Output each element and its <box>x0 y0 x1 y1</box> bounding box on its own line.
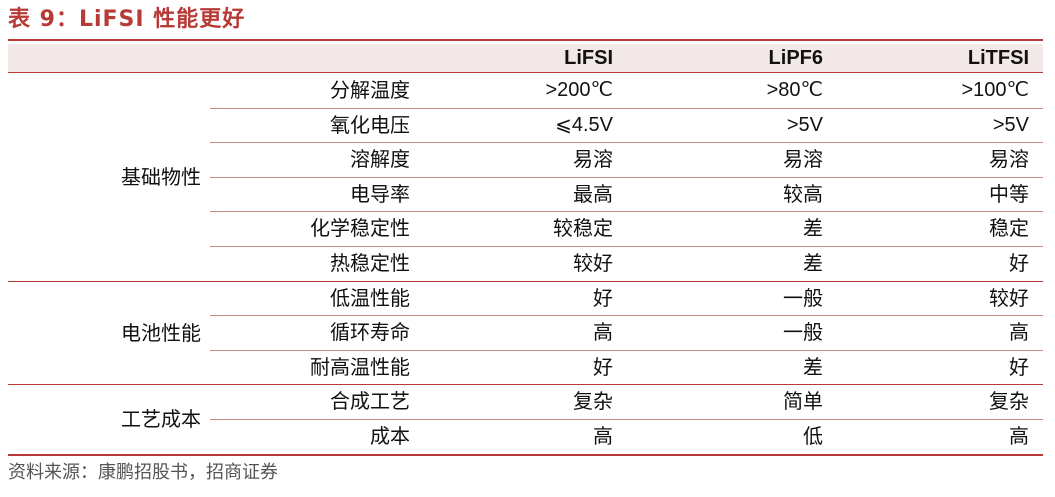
group-label: 工艺成本 <box>121 407 201 431</box>
table-cell: 差 <box>803 251 823 275</box>
header-band <box>8 44 1043 72</box>
row-divider <box>210 246 1043 247</box>
row-label: 耐高温性能 <box>310 354 410 379</box>
table-cell: 易溶 <box>989 147 1029 172</box>
table-cell: 较高 <box>783 181 823 206</box>
table-cell: 一般 <box>783 320 823 345</box>
table-cell: ⩽4.5V <box>555 113 613 136</box>
table-cell: 易溶 <box>783 147 823 172</box>
group-divider <box>8 280 1043 282</box>
table-cell: 较稳定 <box>553 216 613 241</box>
table-cell: 简单 <box>783 389 823 414</box>
table-cell: 高 <box>1009 320 1029 345</box>
table-cell: 较好 <box>573 251 613 275</box>
row-divider <box>210 419 1043 420</box>
row-divider <box>210 211 1043 213</box>
table-cell: >200℃ <box>545 79 613 101</box>
group-divider <box>8 384 1043 386</box>
table-cell: 稳定 <box>989 216 1029 241</box>
table-cell: 一般 <box>783 285 823 310</box>
table-cell: >80℃ <box>766 79 823 101</box>
row-label: 循环寿命 <box>330 320 410 345</box>
row-label: 合成工艺 <box>330 389 410 414</box>
table-cell: 较好 <box>989 285 1029 310</box>
table-cell: 中等 <box>989 181 1029 206</box>
row-label: 低温性能 <box>330 285 410 310</box>
table-cell: 差 <box>803 354 823 379</box>
title-rule <box>8 39 1043 41</box>
group-label: 基础物性 <box>121 164 201 189</box>
row-label: 热稳定性 <box>330 251 410 275</box>
table-cell: 高 <box>593 320 613 345</box>
table-cell: 易溶 <box>573 147 613 172</box>
table-title: 表 9：LiFSI 性能更好 <box>8 7 246 32</box>
table-cell: 差 <box>803 216 823 241</box>
table-cell: 好 <box>1009 354 1029 379</box>
table-cell: 好 <box>593 354 613 379</box>
col-header-litfsi: LiTFSI <box>967 47 1029 69</box>
row-divider <box>210 142 1043 144</box>
row-label: 氧化电压 <box>330 112 410 137</box>
header-rule <box>8 72 1043 73</box>
source-note: 资料来源：康鹏招股书，招商证券 <box>8 462 278 483</box>
table-cell: 复杂 <box>573 389 613 414</box>
table-cell: >100℃ <box>961 79 1029 101</box>
row-label: 溶解度 <box>350 147 410 172</box>
row-label: 电导率 <box>350 181 410 206</box>
table-cell: 好 <box>593 285 613 310</box>
table-cell: 高 <box>1009 424 1029 448</box>
table-cell: >5V <box>786 113 823 136</box>
row-divider <box>210 176 1043 178</box>
table-cell: 最高 <box>573 181 613 206</box>
table-cell: 复杂 <box>989 389 1029 414</box>
col-header-lipf6: LiPF6 <box>768 47 823 69</box>
group-label: 电池性能 <box>121 320 201 345</box>
table-cell: 高 <box>593 424 613 448</box>
row-label: 成本 <box>370 424 410 448</box>
row-divider <box>210 349 1043 351</box>
row-divider <box>210 315 1043 317</box>
row-label: 分解温度 <box>330 78 410 102</box>
col-header-lifsi: LiFSI <box>564 47 613 69</box>
row-label: 化学稳定性 <box>310 216 410 241</box>
table-cell: 好 <box>1009 251 1029 275</box>
table-cell: >5V <box>992 113 1029 136</box>
row-divider <box>210 107 1043 109</box>
table-cell: 低 <box>803 424 823 448</box>
bottom-rule <box>8 454 1043 456</box>
